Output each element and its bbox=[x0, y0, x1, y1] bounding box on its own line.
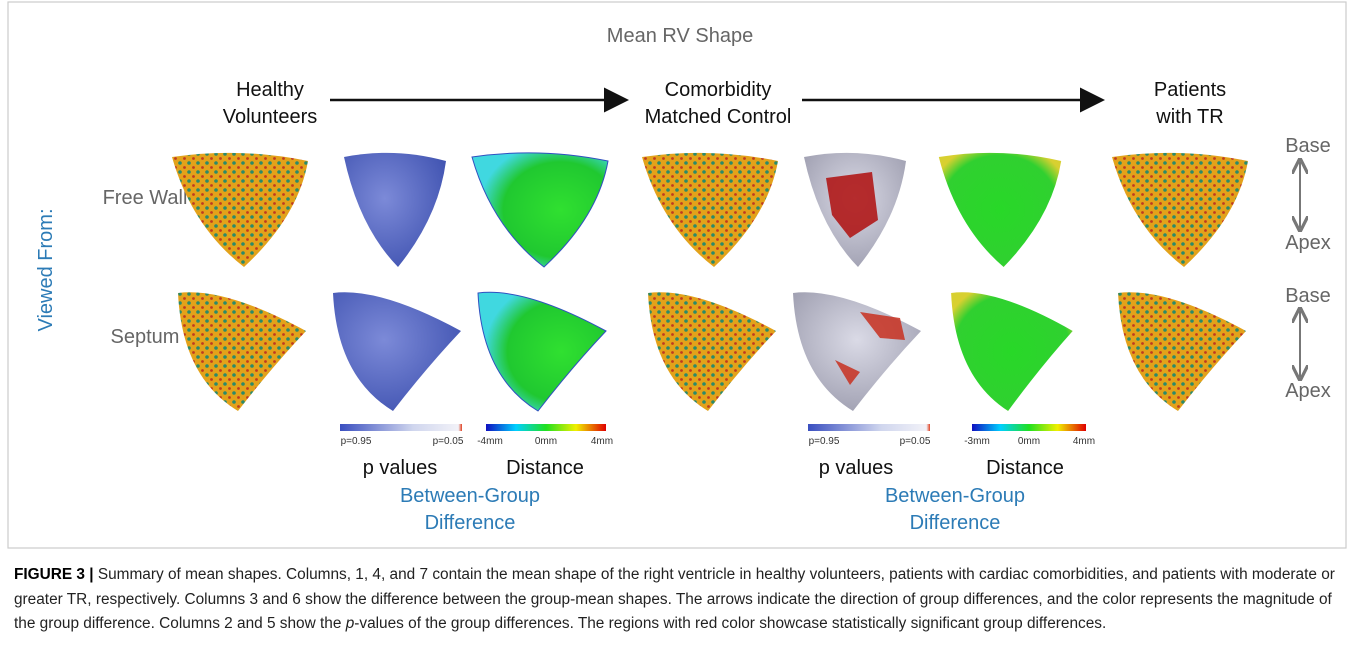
group-label: Matched Control bbox=[645, 106, 792, 128]
group-label: with TR bbox=[1155, 106, 1223, 128]
page: Mean RV Shape Healthy Volunteers Comorbi… bbox=[0, 0, 1354, 670]
mean-shape bbox=[1118, 292, 1246, 411]
shape-row bbox=[172, 153, 1248, 267]
distance-shape bbox=[951, 292, 1073, 411]
panel-heading: Difference bbox=[425, 512, 516, 534]
shape-row bbox=[178, 292, 1246, 411]
colorbar-label: p=0.05 bbox=[900, 436, 931, 447]
distance-shape bbox=[478, 292, 606, 411]
row-label: Septum bbox=[111, 326, 180, 348]
distance-shape bbox=[472, 153, 608, 267]
mean-shape bbox=[648, 292, 776, 411]
p-value-shape bbox=[333, 292, 461, 411]
colorbar-label: p=0.05 bbox=[433, 436, 464, 447]
distance-colorbar bbox=[486, 424, 606, 431]
colorbar-label: 4mm bbox=[1073, 436, 1095, 447]
mean-shape bbox=[642, 153, 778, 267]
distance-colorbar bbox=[972, 424, 1086, 431]
figure-caption: FIGURE 3 | Summary of mean shapes. Colum… bbox=[14, 563, 1344, 637]
orientation-label: Base bbox=[1285, 285, 1331, 307]
viewed-from-label: Viewed From: bbox=[35, 208, 57, 331]
panel-heading: Between-Group bbox=[400, 485, 540, 507]
group-label: Healthy bbox=[236, 79, 304, 101]
orientation-label: Apex bbox=[1285, 232, 1331, 254]
caption-label: FIGURE 3 | bbox=[14, 566, 94, 583]
orientation-label: Apex bbox=[1285, 380, 1331, 402]
panel-heading: Between-Group bbox=[885, 485, 1025, 507]
colorbar-caption: p values bbox=[819, 457, 894, 479]
group-label: Volunteers bbox=[223, 106, 318, 128]
colorbar-label: p=0.95 bbox=[809, 436, 840, 447]
colorbar-label: 0mm bbox=[535, 436, 557, 447]
colorbar-label: 4mm bbox=[591, 436, 613, 447]
panel-heading: Difference bbox=[910, 512, 1001, 534]
p-colorbar bbox=[808, 424, 930, 431]
colorbar-caption: Distance bbox=[986, 457, 1064, 479]
p-value-shape bbox=[344, 153, 446, 267]
p-colorbar bbox=[340, 424, 462, 431]
mean-shape bbox=[178, 292, 306, 411]
colorbar-label: -3mm bbox=[964, 436, 990, 447]
group-label: Comorbidity bbox=[665, 79, 772, 101]
orientation-label: Base bbox=[1285, 135, 1331, 157]
figure-title: Mean RV Shape bbox=[607, 25, 753, 47]
colorbar-label: p=0.95 bbox=[341, 436, 372, 447]
figure: Mean RV Shape Healthy Volunteers Comorbi… bbox=[0, 0, 1354, 556]
caption-italic: p bbox=[346, 615, 355, 632]
mean-shape bbox=[1112, 153, 1248, 267]
row-label: Free Wall bbox=[103, 187, 188, 209]
caption-text: -values of the group differences. The re… bbox=[354, 615, 1106, 632]
colorbar-caption: p values bbox=[363, 457, 438, 479]
colorbar-label: -4mm bbox=[477, 436, 503, 447]
mean-shape bbox=[172, 153, 308, 267]
distance-shape bbox=[939, 153, 1061, 267]
colorbar-label: 0mm bbox=[1018, 436, 1040, 447]
colorbar-caption: Distance bbox=[506, 457, 584, 479]
p-value-shape bbox=[793, 292, 921, 411]
group-label: Patients bbox=[1154, 79, 1226, 101]
